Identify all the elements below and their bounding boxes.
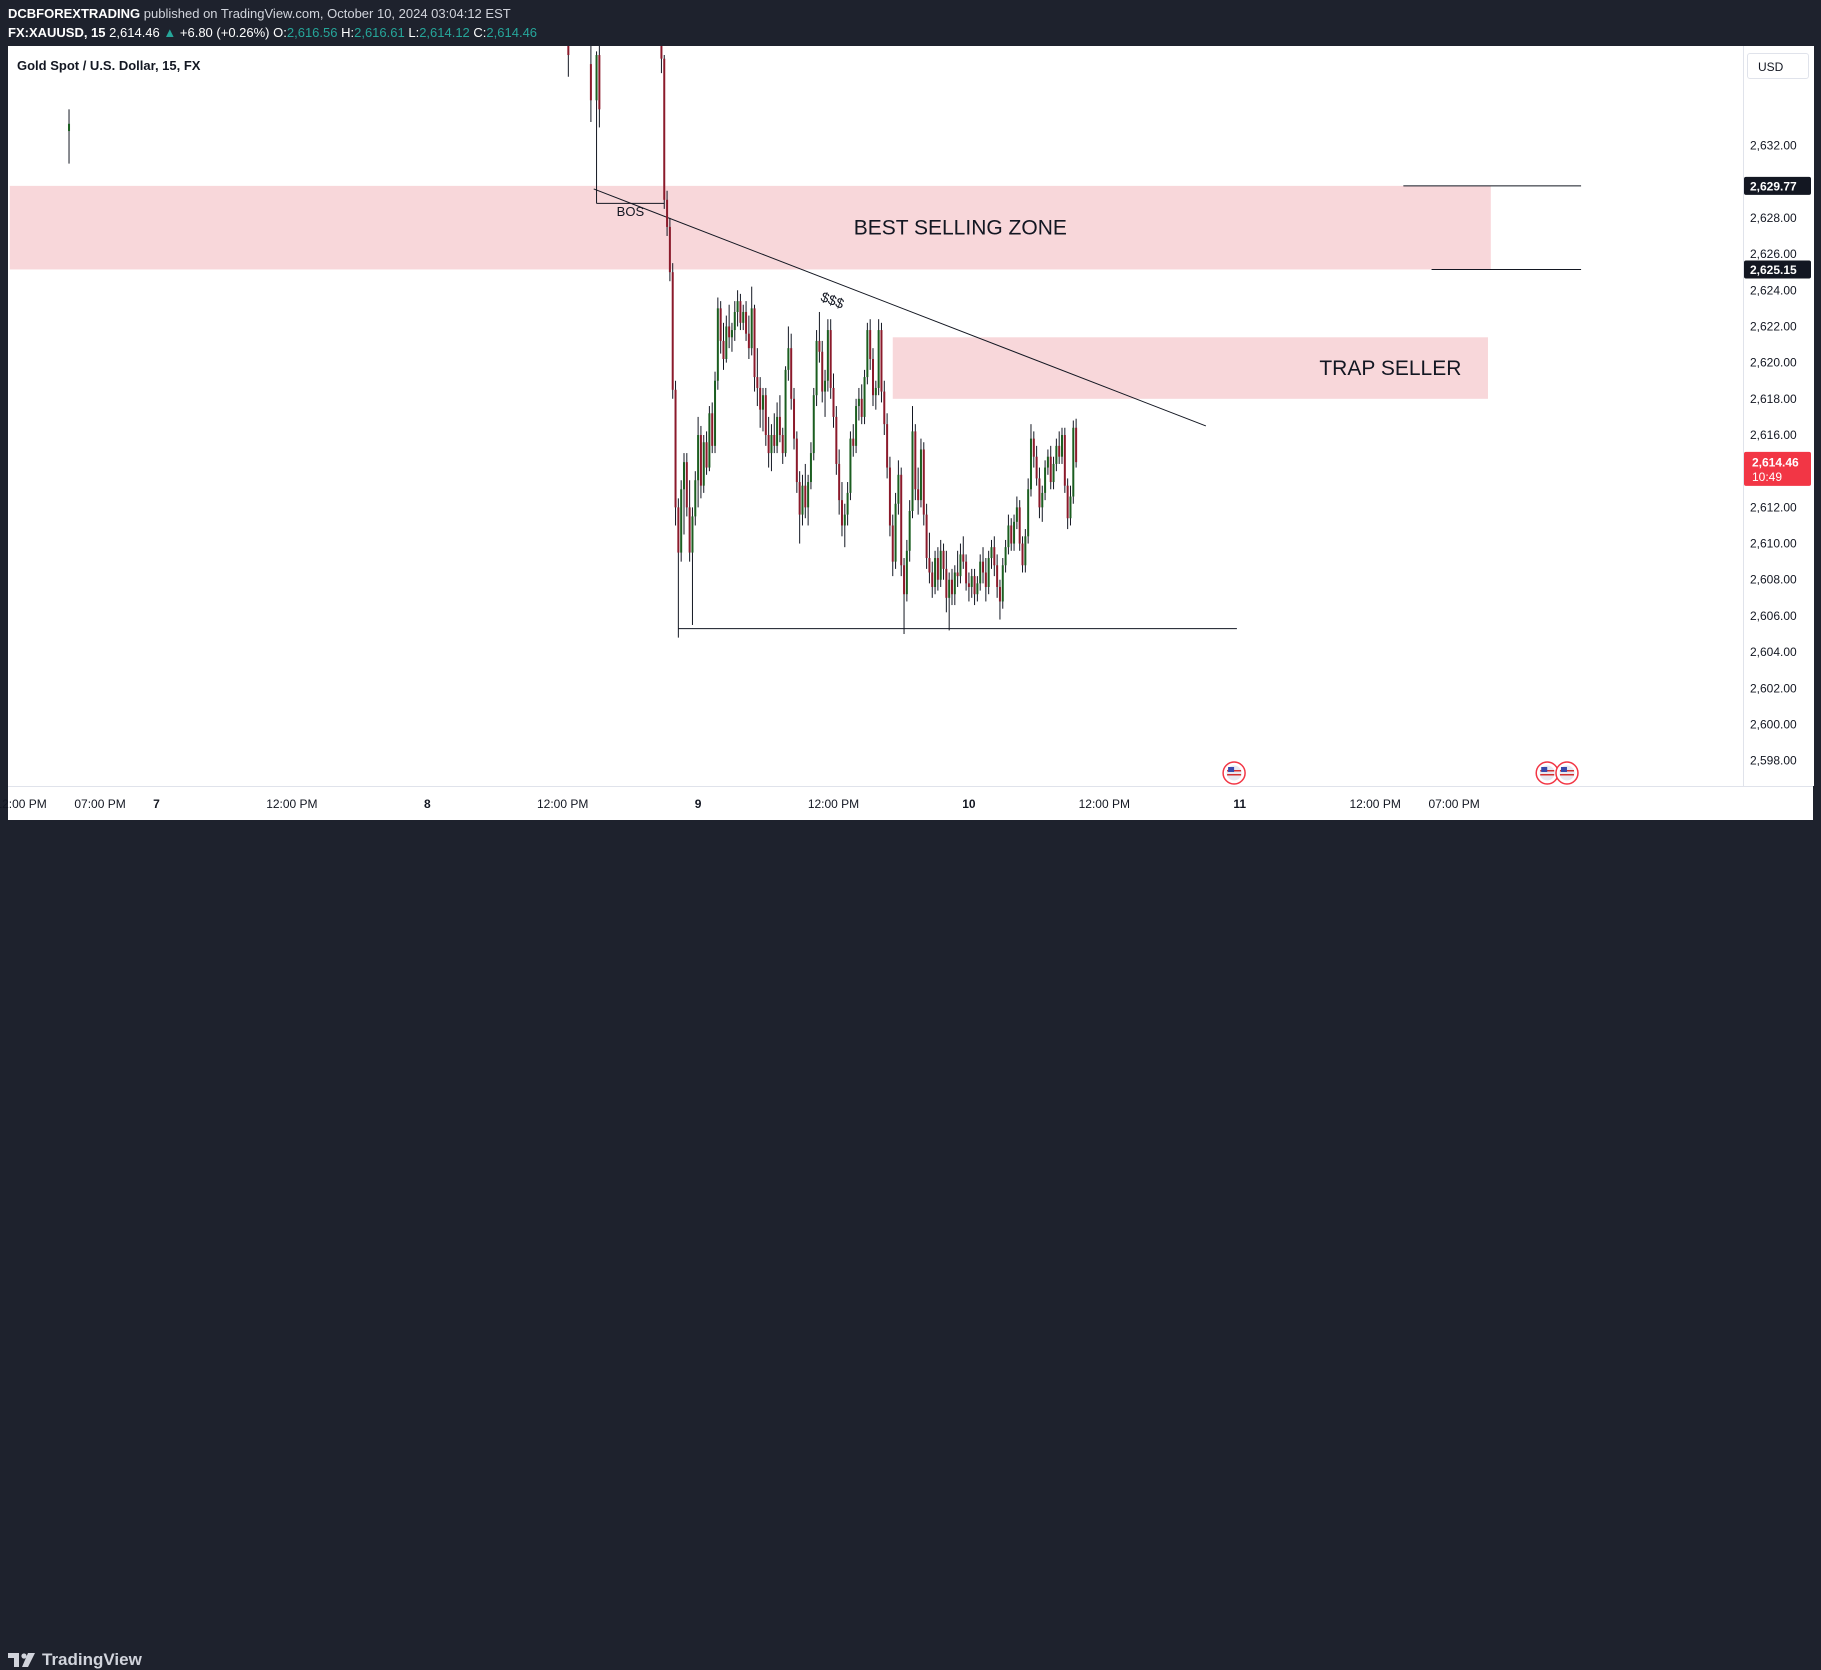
change-text: +6.80 (+0.26%) (179, 25, 270, 40)
publish-line: DCBFOREXTRADING published on TradingView… (8, 6, 511, 21)
ohlc-high: H:2,616.61 (341, 25, 405, 40)
price-axis[interactable] (1743, 46, 1814, 786)
ohlc-open: O:2,616.56 (273, 25, 338, 40)
last-price-text: 2,614.46 (109, 25, 160, 40)
symbol[interactable]: FX:XAUUSD, 15 (8, 25, 106, 40)
ohlc-low: L:2,614.12 (408, 25, 470, 40)
currency-button[interactable]: USD (1747, 53, 1809, 79)
up-arrow-icon: ▲ (163, 25, 177, 40)
time-axis[interactable] (8, 786, 1813, 821)
tradingview-brand: TradingView (42, 1650, 142, 1669)
publisher-name[interactable]: DCBFOREXTRADING (8, 6, 141, 21)
tradingview-logo[interactable]: TradingView (8, 1650, 142, 1670)
ohlc-close: C:2,614.46 (473, 25, 538, 40)
chart-pane[interactable] (8, 46, 1743, 786)
footer: TradingView (0, 820, 1821, 1669)
chart-header: DCBFOREXTRADING published on TradingView… (0, 0, 1821, 46)
published-text: published on TradingView.com, October 10… (143, 6, 511, 21)
symbol-line: FX:XAUUSD, 15 2,614.46 ▲ +6.80 (+0.26%) … (8, 25, 537, 40)
tradingview-logo-icon (8, 1653, 35, 1667)
